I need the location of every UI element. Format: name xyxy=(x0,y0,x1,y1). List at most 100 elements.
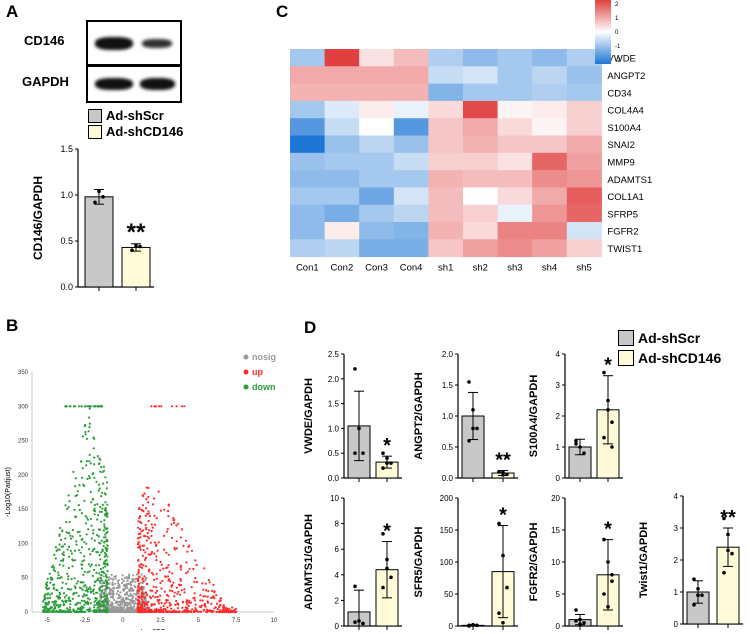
heatmap-row-label: TWIST1 xyxy=(607,244,642,255)
heatmap-cell xyxy=(290,170,326,188)
scatter-point-down xyxy=(98,487,101,490)
scatter-point-up xyxy=(137,546,140,549)
data-point xyxy=(602,537,606,542)
scatter-point-down xyxy=(46,597,50,600)
scatter-point-down xyxy=(67,566,70,570)
scatter-point-up xyxy=(140,508,143,511)
scatter-point-down xyxy=(96,606,99,609)
scatter-point-down xyxy=(73,405,76,408)
scatter-point-nosig xyxy=(110,588,113,591)
y-tick-label: 100 xyxy=(18,541,29,547)
scatter-point-nosig xyxy=(124,596,128,599)
scatter-point-down xyxy=(72,608,75,611)
scatter-point-down xyxy=(62,600,65,603)
scatter-point-down xyxy=(53,602,56,605)
data-point xyxy=(726,548,730,553)
scatter-point-down xyxy=(93,580,96,583)
scatter-point-up xyxy=(145,539,148,542)
scatter-point-down xyxy=(77,504,80,507)
scatter-point-down xyxy=(104,560,107,563)
scatter-point-down xyxy=(50,592,54,595)
scatter-point-up xyxy=(164,609,167,612)
scatter-point-nosig xyxy=(114,582,117,585)
scatter-point-up xyxy=(143,601,146,604)
scatter-point-down xyxy=(97,462,100,465)
scatter-point-up xyxy=(175,524,178,527)
scatter-point-down xyxy=(67,531,70,535)
scatter-point-up xyxy=(168,610,171,613)
scatter-point-down xyxy=(84,601,87,604)
heatmap-chart: VWDE ANGPT2 CD34 COL4A4 S100A4 SNAI2 MMP9 ADAMT… xyxy=(290,0,652,274)
y-tick-label: 2.0 xyxy=(442,350,454,359)
scatter-point-up xyxy=(199,610,202,613)
data-point xyxy=(101,195,105,199)
scatter-point-down xyxy=(97,535,100,538)
scatter-point-down xyxy=(76,490,79,493)
scatter-point-down xyxy=(77,594,80,597)
heatmap-cell xyxy=(463,222,499,240)
data-point xyxy=(385,566,389,571)
scatter-point-up xyxy=(199,594,202,597)
scatter-point-down xyxy=(83,484,86,488)
heatmap-cell xyxy=(428,187,464,206)
heatmap-cell xyxy=(428,204,464,223)
scatter-point-down xyxy=(84,433,87,436)
scatter-point-down xyxy=(96,534,99,537)
heatmap-row-label: SFRP5 xyxy=(607,209,638,220)
scatter-point-down xyxy=(92,405,95,408)
scatter-point-down xyxy=(103,541,106,544)
scatter-point-down xyxy=(101,471,104,474)
data-point xyxy=(467,380,471,384)
scatter-point-up xyxy=(152,585,155,588)
data-point xyxy=(692,603,696,607)
data-point xyxy=(606,408,610,412)
scatter-point-down xyxy=(95,610,98,613)
scatter-point-up xyxy=(175,586,178,589)
scatter-point-up xyxy=(208,581,211,584)
heatmap-cell xyxy=(393,170,429,188)
scatter-point-nosig xyxy=(122,597,125,600)
scatter-point-down xyxy=(60,576,63,579)
scatter-point-down xyxy=(80,567,83,570)
data-point xyxy=(582,451,586,455)
significance-marker: ** xyxy=(495,450,511,472)
scatter-point-down xyxy=(98,528,102,531)
heatmap-cell xyxy=(566,118,602,136)
scatter-point-up xyxy=(169,580,172,583)
scatter-point-up xyxy=(154,591,157,594)
data-point xyxy=(578,617,582,622)
scatter-point-down xyxy=(105,606,108,609)
y-tick-label: 0 xyxy=(556,474,561,483)
scatter-point-down xyxy=(53,553,56,556)
y-tick-label: 10 xyxy=(551,558,560,567)
scatter-point-down xyxy=(89,565,92,568)
scatter-point-up xyxy=(138,517,141,520)
scatter-point-up xyxy=(190,586,193,589)
scatter-point-down xyxy=(100,570,103,573)
scatter-point-up xyxy=(136,537,139,540)
y-tick-label: 4 xyxy=(556,350,561,359)
heatmap-cell xyxy=(359,100,395,119)
scatter-point-up xyxy=(181,600,185,603)
heatmap-row-label: MMP9 xyxy=(607,157,634,168)
scatter-point-down xyxy=(99,470,102,473)
scatter-point-nosig xyxy=(123,602,126,605)
data-point xyxy=(606,605,610,609)
scatter-point-down xyxy=(63,543,66,546)
scatter-point-down xyxy=(79,606,82,610)
scatter-point-down xyxy=(48,610,51,613)
scatter-point-nosig xyxy=(111,596,114,599)
scatter-point-down xyxy=(80,538,83,542)
scatter-point-down xyxy=(96,514,100,517)
scatter-point-down xyxy=(49,606,52,609)
scatter-point-up xyxy=(167,515,170,518)
scatter-point-down xyxy=(89,462,92,465)
scatter-point-down xyxy=(66,587,69,590)
scatter-point-nosig xyxy=(117,584,120,587)
heatmap-cell xyxy=(497,187,533,206)
scatter-point-down xyxy=(91,473,94,476)
scatter-point-down xyxy=(65,600,68,603)
heatmap-col-label: sh4 xyxy=(542,263,557,274)
scatter-point-down xyxy=(75,515,78,519)
data-point xyxy=(467,439,471,443)
